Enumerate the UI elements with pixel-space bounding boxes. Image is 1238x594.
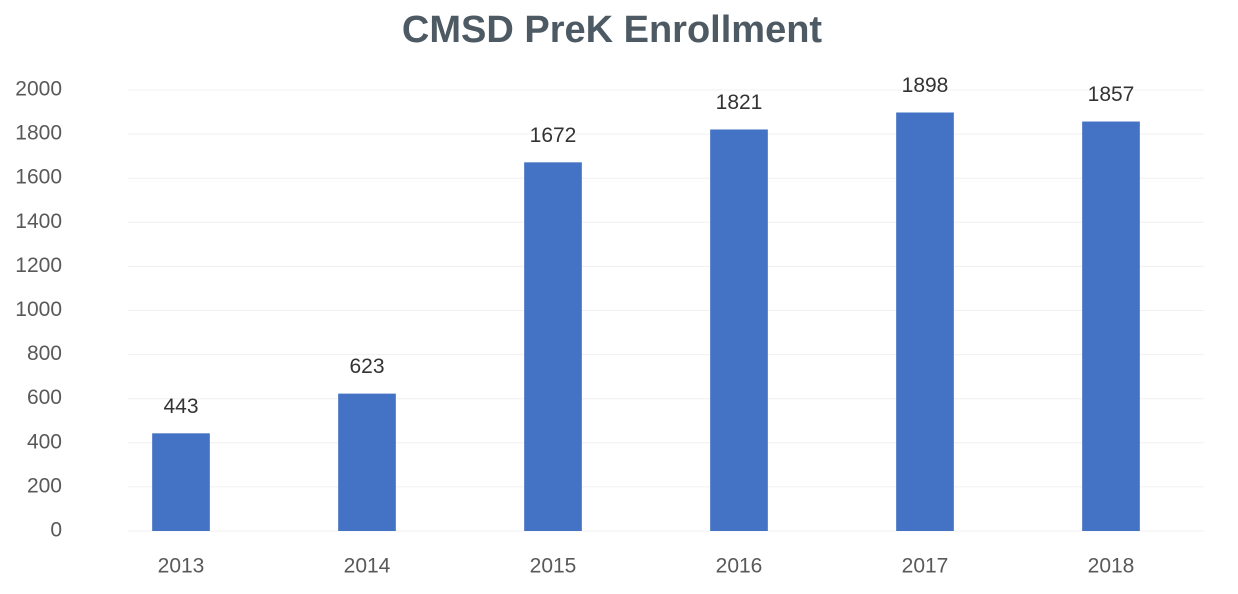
data-label: 1672: [530, 124, 577, 147]
x-tick-label: 2014: [344, 555, 391, 578]
bar: [338, 393, 396, 531]
y-tick-label: 200: [27, 474, 62, 497]
bar: [710, 129, 768, 532]
y-tick-label: 1000: [15, 298, 62, 321]
bar: [524, 162, 582, 531]
x-tick-label: 2015: [530, 555, 577, 578]
y-tick-label: 800: [27, 342, 62, 365]
x-tick-label: 2016: [716, 555, 763, 578]
data-label: 1857: [1088, 83, 1135, 106]
data-label: 623: [349, 355, 384, 378]
y-tick-label: 1400: [15, 210, 62, 233]
y-tick-label: 2000: [15, 78, 62, 101]
data-label: 443: [163, 395, 198, 418]
y-tick-label: 1800: [15, 122, 62, 145]
bar: [152, 433, 210, 531]
y-tick-label: 0: [50, 519, 62, 542]
bar: [1082, 121, 1140, 532]
x-tick-label: 2017: [902, 555, 949, 578]
x-tick-label: 2013: [158, 555, 205, 578]
y-tick-label: 1200: [15, 254, 62, 277]
x-tick-label: 2018: [1088, 555, 1135, 578]
chart-title: CMSD PreK Enrollment: [402, 9, 823, 51]
bar: [896, 112, 954, 531]
data-label: 1821: [716, 91, 763, 114]
y-tick-label: 600: [27, 386, 62, 409]
y-tick-label: 1600: [15, 166, 62, 189]
data-label: 1898: [902, 74, 949, 97]
y-tick-label: 400: [27, 430, 62, 453]
